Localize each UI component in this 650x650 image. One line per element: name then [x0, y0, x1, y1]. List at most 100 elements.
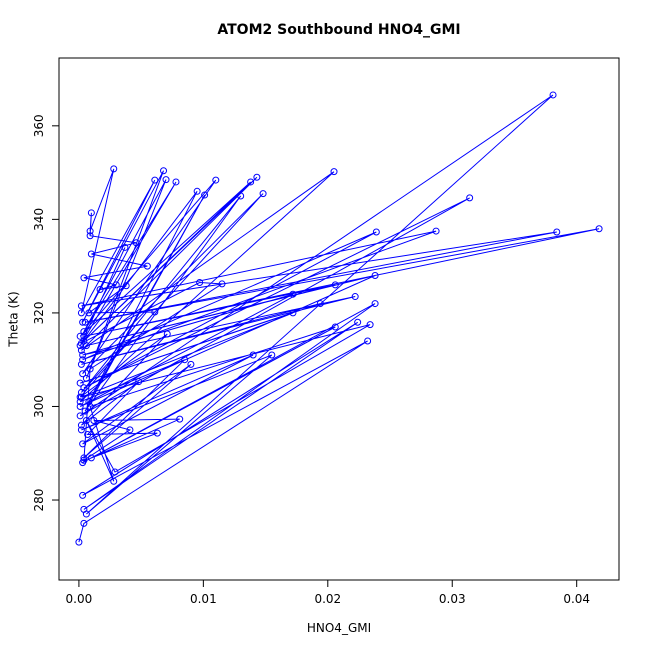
- data-point: [372, 228, 380, 236]
- data-point: [132, 239, 140, 247]
- data-point: [151, 176, 159, 184]
- data-point: [76, 393, 84, 401]
- data-point: [80, 454, 88, 462]
- data-point: [553, 228, 561, 236]
- data-point: [218, 280, 226, 288]
- data-point: [79, 440, 87, 448]
- data-point: [77, 426, 85, 434]
- data-point: [75, 538, 83, 546]
- data-point: [354, 318, 362, 326]
- data-point: [90, 417, 98, 424]
- data-point: [76, 379, 84, 387]
- data-point: [259, 190, 267, 198]
- x-tick-label: 0.03: [439, 592, 466, 606]
- data-point: [80, 332, 88, 340]
- y-tick-label: 360: [32, 114, 46, 137]
- data-point: [84, 431, 92, 439]
- data-point: [135, 378, 143, 386]
- data-point: [160, 167, 168, 175]
- data-point: [249, 351, 257, 359]
- data-point: [172, 178, 180, 186]
- data-point: [79, 351, 87, 359]
- data-point: [364, 337, 372, 345]
- data-point: [549, 91, 557, 99]
- data-point: [121, 243, 129, 251]
- data-point: [201, 191, 209, 199]
- data-point: [86, 402, 94, 410]
- data-point: [77, 360, 85, 368]
- x-tick-label: 0.00: [66, 592, 93, 606]
- data-point: [77, 346, 85, 354]
- x-axis-label: HNO4_GMI: [307, 621, 371, 635]
- data-point: [163, 330, 171, 338]
- data-point: [268, 351, 276, 359]
- plot-box: [58, 57, 620, 581]
- data-point: [193, 187, 201, 195]
- data-point: [76, 332, 84, 340]
- data-point: [126, 426, 134, 434]
- y-tick-label: 340: [32, 208, 46, 231]
- data-point: [432, 227, 440, 235]
- data-point: [331, 323, 339, 331]
- data-point: [289, 309, 297, 317]
- data-point: [81, 318, 89, 326]
- data-point: [79, 491, 87, 499]
- data-point: [371, 272, 379, 279]
- y-tick-label: 320: [32, 301, 46, 324]
- data-point: [80, 274, 88, 282]
- data-point: [366, 321, 374, 329]
- data-point: [81, 407, 89, 415]
- x-tick-label: 0.01: [190, 592, 217, 606]
- data-point: [110, 477, 118, 485]
- data-point: [82, 510, 90, 518]
- data-point: [77, 309, 85, 317]
- data-point: [253, 173, 261, 181]
- data-point: [82, 374, 90, 382]
- data-point: [196, 279, 204, 287]
- data-point: [351, 293, 359, 301]
- data-point: [87, 454, 95, 462]
- data-point: [76, 412, 84, 420]
- data-point: [85, 309, 93, 317]
- data-point: [237, 192, 245, 200]
- data-point: [289, 290, 297, 298]
- x-tick-label: 0.02: [314, 592, 341, 606]
- data-point: [77, 388, 85, 396]
- y-tick-label: 280: [32, 489, 46, 512]
- x-tick-label: 0.04: [563, 592, 590, 606]
- data-point: [162, 176, 170, 184]
- data-point: [79, 318, 87, 326]
- data-point: [122, 282, 130, 290]
- data-point: [595, 225, 603, 233]
- data-point: [111, 468, 119, 476]
- data-point: [87, 209, 95, 217]
- data-point: [77, 339, 85, 347]
- data-point: [86, 232, 94, 240]
- data-point: [371, 300, 379, 308]
- data-point: [143, 262, 151, 270]
- data-point: [153, 429, 161, 437]
- data-point: [82, 417, 90, 424]
- data-point: [76, 402, 84, 410]
- data-point: [330, 168, 338, 176]
- data-point: [80, 328, 88, 336]
- data-line: [78, 94, 600, 543]
- data-point: [86, 227, 94, 235]
- data-point: [80, 456, 88, 464]
- data-point: [247, 178, 255, 186]
- data-point: [80, 519, 88, 527]
- data-point: [181, 356, 189, 364]
- y-tick-label: 300: [32, 395, 46, 418]
- data-point: [77, 302, 85, 310]
- data-point: [112, 281, 120, 289]
- data-point: [187, 360, 195, 368]
- data-point: [212, 176, 220, 184]
- data-point: [176, 415, 184, 423]
- data-point: [331, 281, 339, 289]
- y-axis-label: Theta (K): [7, 291, 21, 347]
- data-point: [96, 286, 104, 294]
- data-point: [151, 308, 159, 316]
- data-point: [77, 421, 85, 429]
